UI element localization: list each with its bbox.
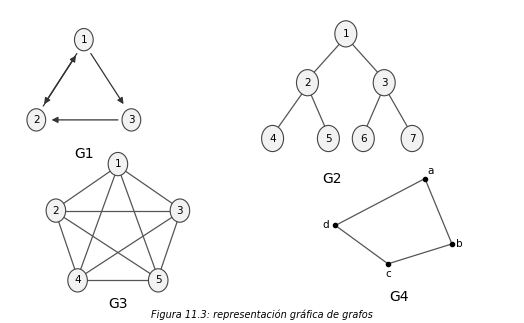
Ellipse shape	[27, 109, 46, 131]
Text: 7: 7	[409, 133, 416, 143]
Text: 2: 2	[33, 115, 40, 125]
Text: 4: 4	[74, 276, 81, 285]
Ellipse shape	[373, 70, 395, 96]
Text: G3: G3	[108, 297, 128, 311]
Ellipse shape	[68, 269, 88, 292]
Text: d: d	[322, 221, 329, 230]
Text: 1: 1	[343, 29, 349, 39]
Text: a: a	[428, 166, 434, 176]
Ellipse shape	[401, 125, 423, 151]
Text: b: b	[456, 239, 462, 249]
Ellipse shape	[335, 21, 357, 47]
Ellipse shape	[74, 28, 93, 51]
Ellipse shape	[297, 70, 319, 96]
Text: 2: 2	[304, 78, 311, 88]
Text: G4: G4	[390, 289, 409, 304]
Text: 4: 4	[269, 133, 276, 143]
Text: 5: 5	[325, 133, 332, 143]
Text: 3: 3	[128, 115, 135, 125]
Text: G1: G1	[74, 147, 94, 161]
Text: 3: 3	[177, 206, 183, 215]
Text: 1: 1	[81, 35, 87, 45]
Ellipse shape	[318, 125, 340, 151]
Text: 1: 1	[115, 159, 121, 169]
Text: 5: 5	[155, 276, 161, 285]
Ellipse shape	[352, 125, 374, 151]
Ellipse shape	[148, 269, 168, 292]
Text: c: c	[385, 269, 391, 279]
Ellipse shape	[170, 199, 190, 222]
Text: 2: 2	[52, 206, 59, 215]
Text: 6: 6	[360, 133, 367, 143]
Text: Figura 11.3: representación gráfica de grafos: Figura 11.3: representación gráfica de g…	[151, 309, 373, 320]
Ellipse shape	[108, 152, 128, 176]
Text: 3: 3	[381, 78, 388, 88]
Text: G2: G2	[322, 172, 342, 186]
Ellipse shape	[46, 199, 66, 222]
Ellipse shape	[122, 109, 141, 131]
Ellipse shape	[261, 125, 283, 151]
